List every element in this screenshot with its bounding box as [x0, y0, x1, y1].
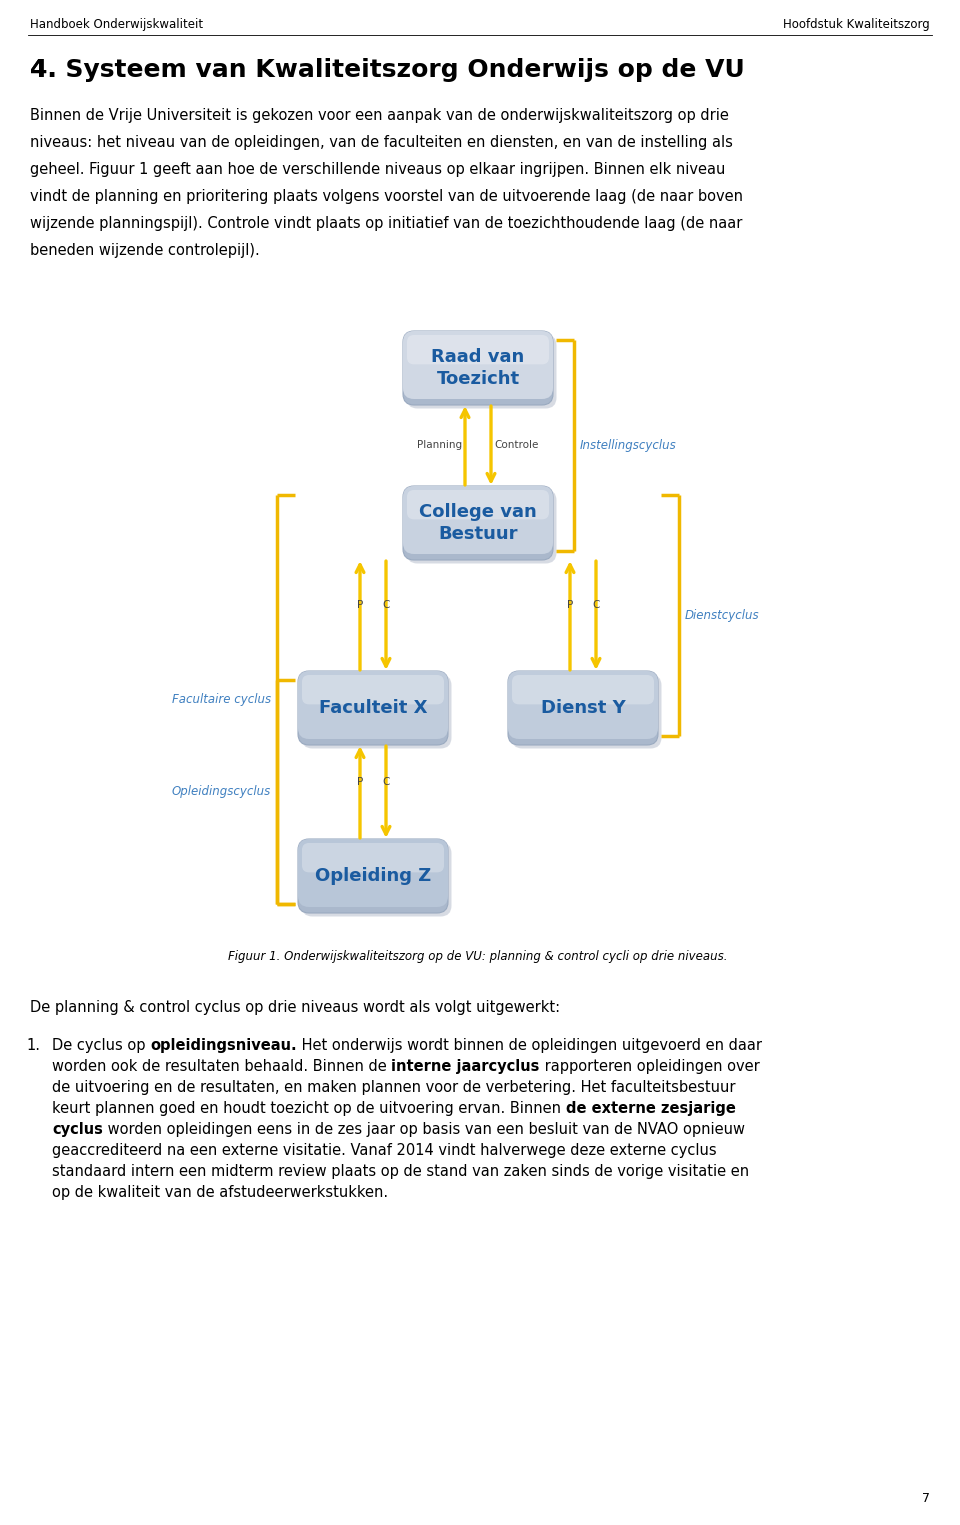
Text: geheel. Figuur 1 geeft aan hoe de verschillende niveaus op elkaar ingrijpen. Bin: geheel. Figuur 1 geeft aan hoe de versch…	[30, 162, 726, 177]
FancyBboxPatch shape	[512, 674, 661, 749]
FancyBboxPatch shape	[403, 486, 553, 560]
FancyBboxPatch shape	[403, 331, 553, 406]
FancyBboxPatch shape	[406, 334, 557, 409]
FancyBboxPatch shape	[301, 674, 451, 749]
Text: interne jaarcyclus: interne jaarcyclus	[392, 1058, 540, 1074]
FancyBboxPatch shape	[302, 843, 444, 872]
Text: Raad van
Toezicht: Raad van Toezicht	[431, 348, 524, 389]
Text: worden opleidingen eens in de zes jaar op basis van een besluit van de NVAO opni: worden opleidingen eens in de zes jaar o…	[103, 1122, 745, 1138]
Text: P: P	[566, 601, 573, 610]
Text: worden ook de resultaten behaald. Binnen de: worden ook de resultaten behaald. Binnen…	[52, 1058, 392, 1074]
Text: 4.: 4.	[30, 58, 65, 82]
Text: Handboek Onderwijskwaliteit: Handboek Onderwijskwaliteit	[30, 18, 204, 30]
Text: Planning: Planning	[417, 441, 462, 450]
FancyBboxPatch shape	[298, 671, 448, 740]
Text: keurt plannen goed en houdt toezicht op de uitvoering ervan. Binnen: keurt plannen goed en houdt toezicht op …	[52, 1101, 565, 1116]
FancyBboxPatch shape	[302, 676, 444, 705]
FancyBboxPatch shape	[407, 336, 549, 364]
Text: opleidingsniveau.: opleidingsniveau.	[150, 1039, 297, 1052]
Text: 4. Systeem van Kwaliteitszorg Onderwijs op de VU: 4. Systeem van Kwaliteitszorg Onderwijs …	[30, 58, 745, 82]
FancyBboxPatch shape	[508, 671, 658, 740]
Text: Facultaire cyclus: Facultaire cyclus	[172, 692, 271, 706]
Text: Figuur 1. Onderwijskwaliteitszorg op de VU: planning & control cycli op drie niv: Figuur 1. Onderwijskwaliteitszorg op de …	[228, 950, 728, 962]
Text: beneden wijzende controlepijl).: beneden wijzende controlepijl).	[30, 242, 260, 258]
Text: De cyclus op: De cyclus op	[52, 1039, 150, 1052]
Text: geaccrediteerd na een externe visitatie. Vanaf 2014 vindt halverwege deze extern: geaccrediteerd na een externe visitatie.…	[52, 1144, 716, 1157]
Text: Opleidingscyclus: Opleidingscyclus	[172, 785, 271, 799]
Text: Controle: Controle	[494, 441, 539, 450]
Text: standaard intern een midterm review plaats op de stand van zaken sinds de vorige: standaard intern een midterm review plaa…	[52, 1164, 749, 1179]
Text: College van
Bestuur: College van Bestuur	[420, 503, 537, 543]
FancyBboxPatch shape	[298, 839, 448, 913]
Text: cyclus: cyclus	[52, 1122, 103, 1138]
Text: Faculteit X: Faculteit X	[319, 698, 427, 717]
Text: op de kwaliteit van de afstudeerwerkstukken.: op de kwaliteit van de afstudeerwerkstuk…	[52, 1185, 388, 1200]
FancyBboxPatch shape	[298, 671, 448, 746]
Text: P: P	[357, 778, 363, 787]
Text: Instellingscyclus: Instellingscyclus	[580, 439, 677, 451]
FancyBboxPatch shape	[403, 486, 553, 554]
Text: Opleiding Z: Opleiding Z	[315, 868, 431, 884]
Text: 1.: 1.	[26, 1039, 40, 1052]
FancyBboxPatch shape	[298, 839, 448, 907]
FancyBboxPatch shape	[406, 490, 557, 564]
Text: C: C	[382, 601, 390, 610]
FancyBboxPatch shape	[403, 331, 553, 400]
Text: C: C	[592, 601, 600, 610]
Text: vindt de planning en prioritering plaats volgens voorstel van de uitvoerende laa: vindt de planning en prioritering plaats…	[30, 189, 743, 204]
FancyBboxPatch shape	[508, 671, 658, 746]
Text: P: P	[357, 601, 363, 610]
Text: Hoofdstuk Kwaliteitszorg: Hoofdstuk Kwaliteitszorg	[783, 18, 930, 30]
Text: Dienst Y: Dienst Y	[540, 698, 625, 717]
Text: wijzende planningspijl). Controle vindt plaats op initiatief van de toezichthoud: wijzende planningspijl). Controle vindt …	[30, 217, 742, 230]
Text: rapporteren opleidingen over: rapporteren opleidingen over	[540, 1058, 759, 1074]
FancyBboxPatch shape	[301, 842, 451, 917]
Text: De planning & control cyclus op drie niveaus wordt als volgt uitgewerkt:: De planning & control cyclus op drie niv…	[30, 1000, 560, 1016]
Text: 7: 7	[922, 1491, 930, 1505]
Text: niveaus: het niveau van de opleidingen, van de faculteiten en diensten, en van d: niveaus: het niveau van de opleidingen, …	[30, 136, 732, 149]
Text: C: C	[382, 778, 390, 787]
Text: Dienstcyclus: Dienstcyclus	[685, 608, 759, 622]
Text: de uitvoering en de resultaten, en maken plannen voor de verbetering. Het facult: de uitvoering en de resultaten, en maken…	[52, 1080, 735, 1095]
FancyBboxPatch shape	[407, 490, 549, 520]
FancyBboxPatch shape	[512, 676, 654, 705]
Text: de externe zesjarige: de externe zesjarige	[565, 1101, 735, 1116]
Text: Binnen de Vrije Universiteit is gekozen voor een aanpak van de onderwijskwalitei: Binnen de Vrije Universiteit is gekozen …	[30, 108, 729, 124]
Text: Het onderwijs wordt binnen de opleidingen uitgevoerd en daar: Het onderwijs wordt binnen de opleidinge…	[297, 1039, 761, 1052]
